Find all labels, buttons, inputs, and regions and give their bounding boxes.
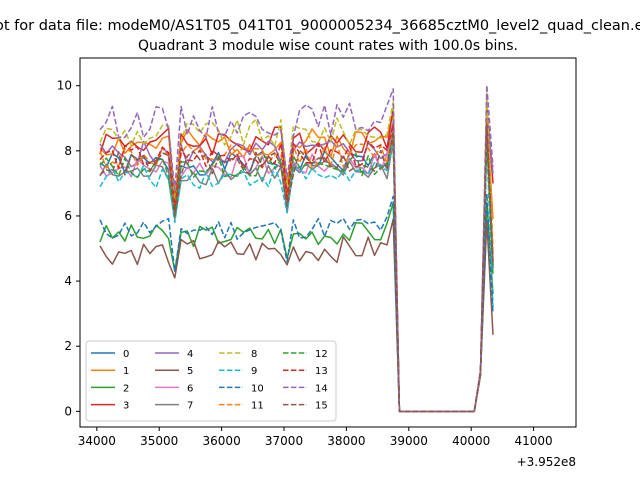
x-tick-label: 34000: [78, 434, 116, 448]
y-tick-label: 10: [57, 79, 72, 93]
y-tick-label: 0: [64, 404, 72, 418]
legend-label-9: 9: [251, 366, 257, 377]
series-line-15: [99, 123, 494, 413]
legend-label-11: 11: [251, 401, 264, 412]
x-tick-label: 35000: [140, 434, 178, 448]
axis-ticks: 34000 35000 36000 37000 38000 39000 40000 41000…: [57, 79, 553, 448]
figure-suptitle: Plot for data file: modeM0/AS1T05_041T01…: [0, 18, 640, 34]
y-tick-label: 4: [64, 274, 72, 288]
legend-label-7: 7: [187, 401, 193, 412]
y-tick-label: 2: [64, 339, 72, 353]
legend-label-15: 15: [315, 401, 328, 412]
series-line-12: [99, 133, 494, 413]
axes-frame: [79, 57, 577, 428]
legend-label-14: 14: [315, 383, 328, 394]
legend-label-6: 6: [187, 383, 193, 394]
x-tick-label: 37000: [265, 434, 303, 448]
legend-label-13: 13: [315, 366, 328, 377]
legend-label-12: 12: [315, 349, 328, 360]
y-tick-label: 8: [64, 144, 72, 158]
x-tick-label: 39000: [390, 434, 428, 448]
series-line-14: [99, 84, 494, 413]
legend-label-10: 10: [251, 383, 264, 394]
plot-area: [99, 84, 494, 413]
legend-box: [85, 340, 337, 422]
x-axis-offset-label: +3.952e8: [517, 455, 576, 469]
legend-label-0: 0: [123, 349, 129, 360]
legend-label-4: 4: [187, 349, 193, 360]
legend-label-1: 1: [123, 366, 129, 377]
y-tick-label: 6: [64, 209, 72, 223]
legend-label-5: 5: [187, 366, 193, 377]
legend-label-3: 3: [123, 401, 129, 412]
legend-label-2: 2: [123, 383, 129, 394]
legend-label-8: 8: [251, 349, 257, 360]
x-tick-label: 38000: [327, 434, 365, 448]
x-tick-label: 36000: [203, 434, 241, 448]
chart-title: Quadrant 3 module wise count rates with …: [138, 38, 518, 54]
x-tick-label: 41000: [514, 434, 552, 448]
x-tick-label: 40000: [452, 434, 490, 448]
